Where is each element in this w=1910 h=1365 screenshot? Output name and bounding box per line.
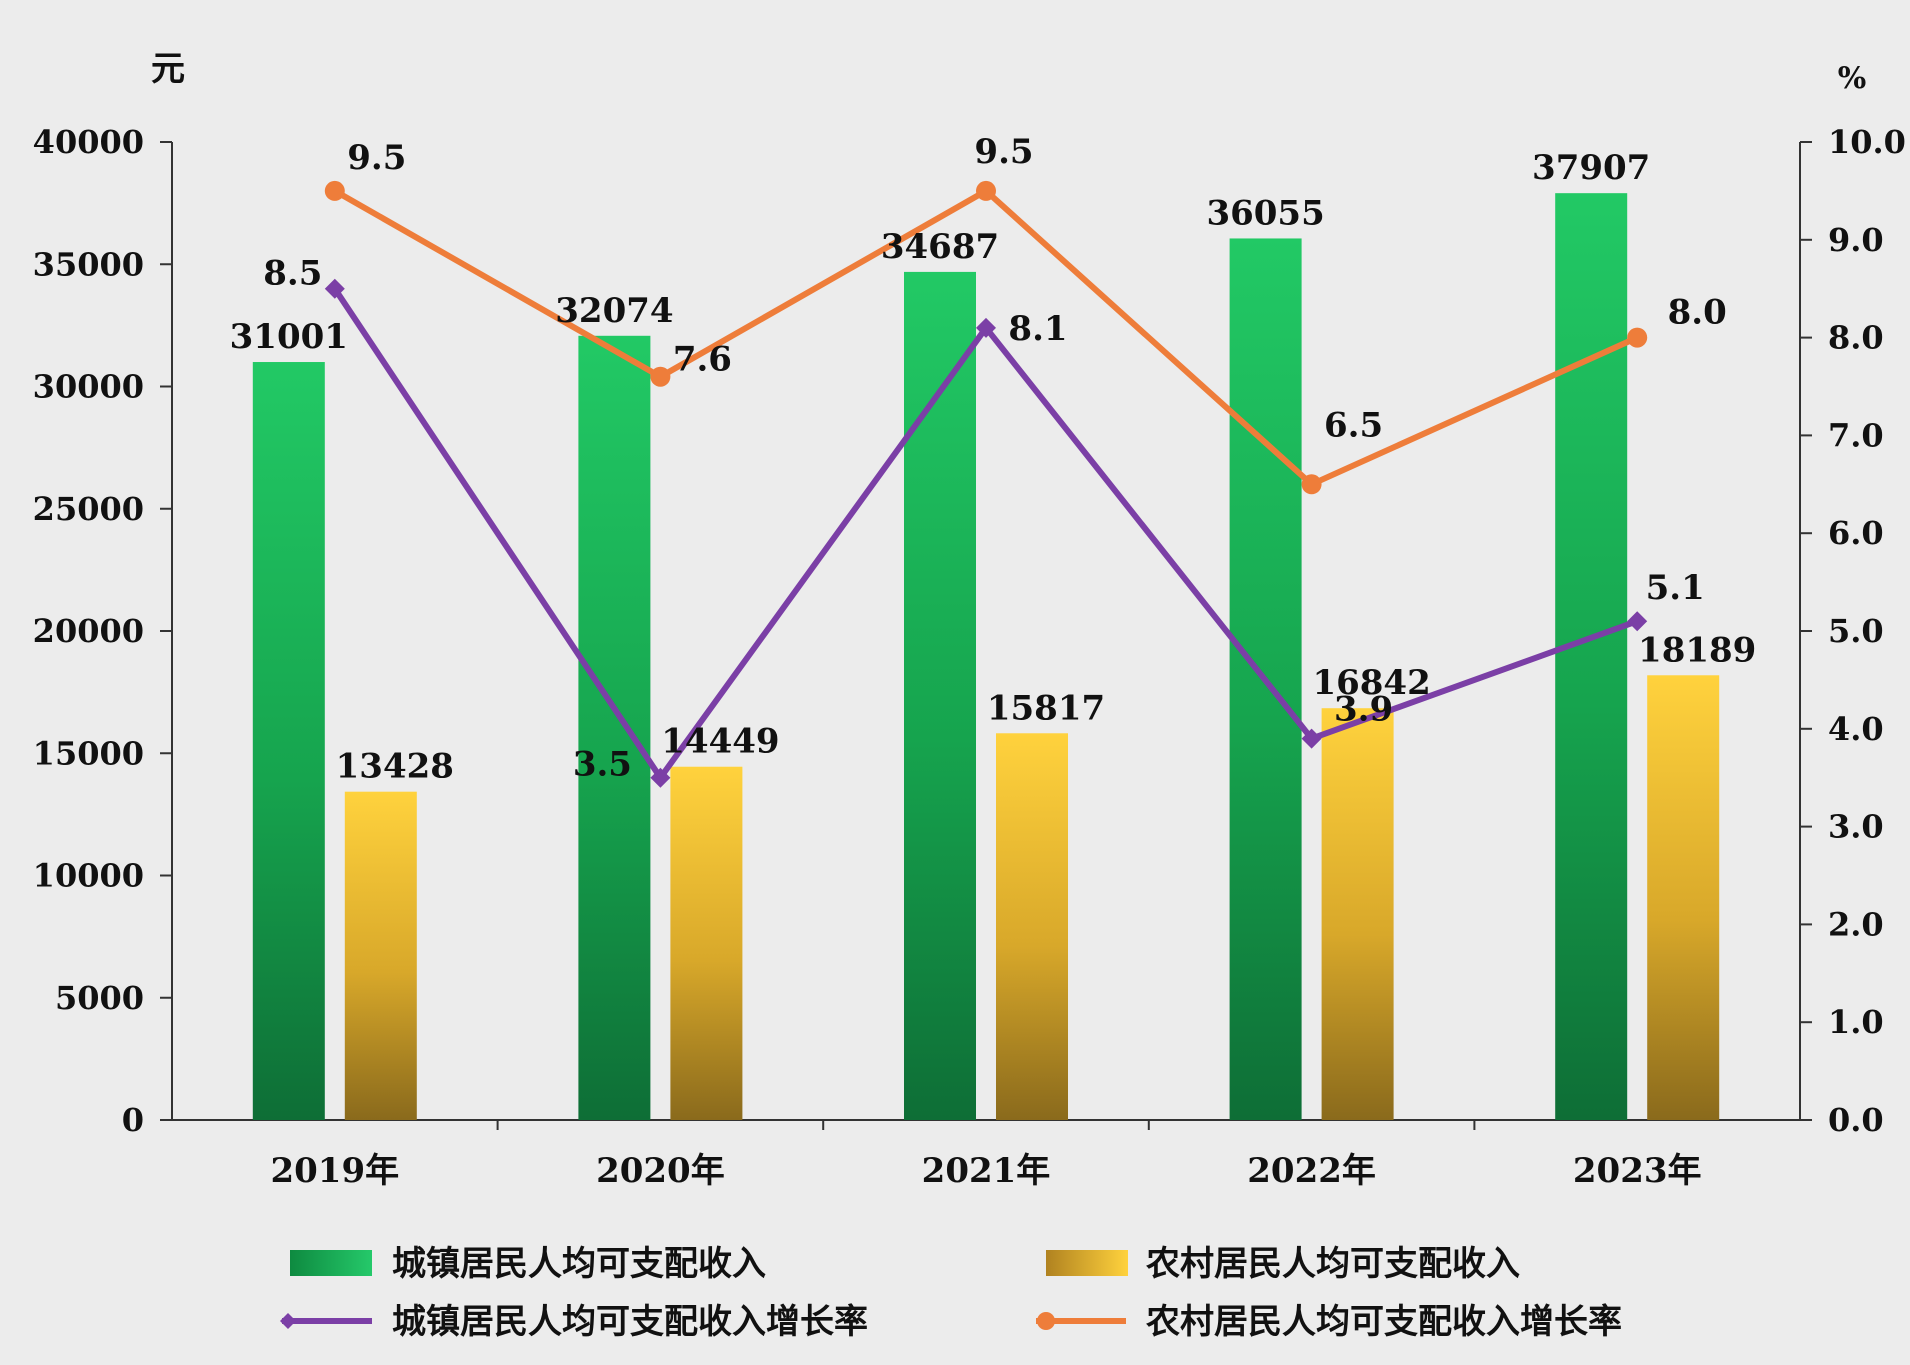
bar-rural-income <box>996 733 1068 1120</box>
right-axis-tick-label: 6.0 <box>1828 514 1884 552</box>
data-label-rural-income: 18189 <box>1638 630 1756 670</box>
data-label-urban-growth: 8.1 <box>1008 309 1067 349</box>
left-axis-tick-label: 40000 <box>33 123 144 161</box>
data-label-rural-income: 13428 <box>336 747 454 787</box>
left-axis-tick-label: 30000 <box>33 368 144 406</box>
x-axis-tick-label: 2022年 <box>1247 1151 1376 1191</box>
data-label-urban-income: 31001 <box>230 317 348 357</box>
left-axis-unit: 元 <box>151 49 185 89</box>
right-axis-tick-label: 1.0 <box>1828 1003 1884 1041</box>
legend-label-rural-growth: 农村居民人均可支配收入增长率 <box>1146 1302 1622 1342</box>
right-axis-tick-label: 3.0 <box>1828 808 1884 846</box>
data-labels: 31001 32074 34687 36055 37907 13428 14449 15817… <box>230 132 1757 787</box>
bar-urban-income <box>578 335 651 1120</box>
legend-item-rural-income: 农村居民人均可支配收入 <box>1046 1244 1520 1284</box>
bar-urban-income <box>252 362 325 1121</box>
marker-rural-growth <box>1627 327 1648 348</box>
data-label-rural-growth: 8.0 <box>1668 293 1727 333</box>
legend: 城镇居民人均可支配收入 农村居民人均可支配收入 城镇居民人均可支配收入增长率 农… <box>280 1244 1622 1342</box>
legend-item-urban-income: 城镇居民人均可支配收入 <box>290 1244 766 1284</box>
data-label-urban-growth: 8.5 <box>263 254 322 294</box>
data-label-urban-growth: 3.5 <box>573 745 632 785</box>
bar-rural-income <box>1647 675 1720 1120</box>
legend-marker-urban-growth <box>280 1313 296 1329</box>
bar-rural-income <box>670 766 743 1120</box>
marker-urban-growth <box>650 767 671 788</box>
series-lines <box>324 180 1648 788</box>
data-label-rural-growth: 7.6 <box>673 340 732 380</box>
right-axis-tick-label: 10.0 <box>1828 123 1906 161</box>
legend-swatch-urban-income <box>290 1250 372 1276</box>
data-label-rural-income: 15817 <box>987 688 1105 728</box>
marker-urban-growth <box>324 278 345 299</box>
data-label-urban-income: 36055 <box>1206 193 1324 233</box>
left-axis-tick-label: 20000 <box>33 612 144 650</box>
data-label-rural-growth: 6.5 <box>1324 405 1383 445</box>
data-label-urban-growth: 3.9 <box>1334 690 1393 730</box>
left-axis-tick-label: 25000 <box>33 490 144 528</box>
axes: 0 5000 10000 15000 20000 25000 30000 35000 40000… <box>33 123 1906 1191</box>
bar-rural-income <box>344 791 417 1120</box>
legend-marker-rural-growth <box>1037 1312 1055 1330</box>
right-axis-tick-label: 7.0 <box>1828 416 1884 454</box>
legend-label-urban-growth: 城镇居民人均可支配收入增长率 <box>392 1302 868 1342</box>
bar-urban-income <box>904 271 976 1121</box>
left-axis-tick-label: 35000 <box>33 245 144 283</box>
right-axis-tick-label: 5.0 <box>1828 612 1884 650</box>
left-axis-tick-label: 10000 <box>33 857 144 895</box>
marker-rural-growth <box>324 180 345 201</box>
x-axis-tick-label: 2021年 <box>922 1151 1051 1191</box>
legend-item-urban-growth: 城镇居民人均可支配收入增长率 <box>280 1302 868 1342</box>
x-axis-tick-label: 2019年 <box>270 1151 399 1191</box>
right-axis-tick-label: 2.0 <box>1828 905 1884 943</box>
data-label-urban-income: 34687 <box>881 227 999 267</box>
data-label-urban-income: 32074 <box>555 291 673 331</box>
marker-rural-growth <box>1301 474 1322 495</box>
x-axis-tick-label: 2020年 <box>596 1151 725 1191</box>
bars <box>252 193 1720 1121</box>
data-label-rural-income: 16842 <box>1312 663 1430 703</box>
x-axis-tick-label: 2023年 <box>1573 1151 1702 1191</box>
marker-urban-growth <box>1301 728 1322 749</box>
right-axis-tick-label: 4.0 <box>1828 710 1884 748</box>
right-axis-tick-label: 8.0 <box>1828 319 1884 357</box>
left-axis-tick-label: 15000 <box>33 734 144 772</box>
legend-label-rural-income: 农村居民人均可支配收入 <box>1146 1244 1520 1284</box>
data-label-rural-income: 14449 <box>661 722 779 762</box>
bar-urban-income <box>1555 193 1628 1121</box>
legend-label-urban-income: 城镇居民人均可支配收入 <box>392 1244 766 1284</box>
marker-urban-growth <box>976 317 996 338</box>
marker-rural-growth <box>650 366 671 387</box>
legend-item-rural-growth: 农村居民人均可支配收入增长率 <box>1036 1302 1622 1342</box>
marker-urban-growth <box>1627 611 1648 632</box>
legend-swatch-rural-income <box>1046 1250 1128 1276</box>
marker-rural-growth <box>976 180 996 201</box>
data-label-rural-growth: 9.5 <box>347 138 406 178</box>
data-label-urban-growth: 5.1 <box>1646 568 1705 608</box>
data-label-urban-income: 37907 <box>1532 148 1650 188</box>
right-axis-tick-label: 0.0 <box>1828 1101 1884 1139</box>
left-axis-tick-label: 5000 <box>55 979 144 1017</box>
data-label-rural-growth: 9.5 <box>974 132 1033 172</box>
bar-rural-income <box>1321 708 1394 1120</box>
left-axis-tick-label: 0 <box>122 1101 144 1139</box>
right-axis-unit: % <box>1838 61 1867 96</box>
right-axis-tick-label: 9.0 <box>1828 221 1884 259</box>
